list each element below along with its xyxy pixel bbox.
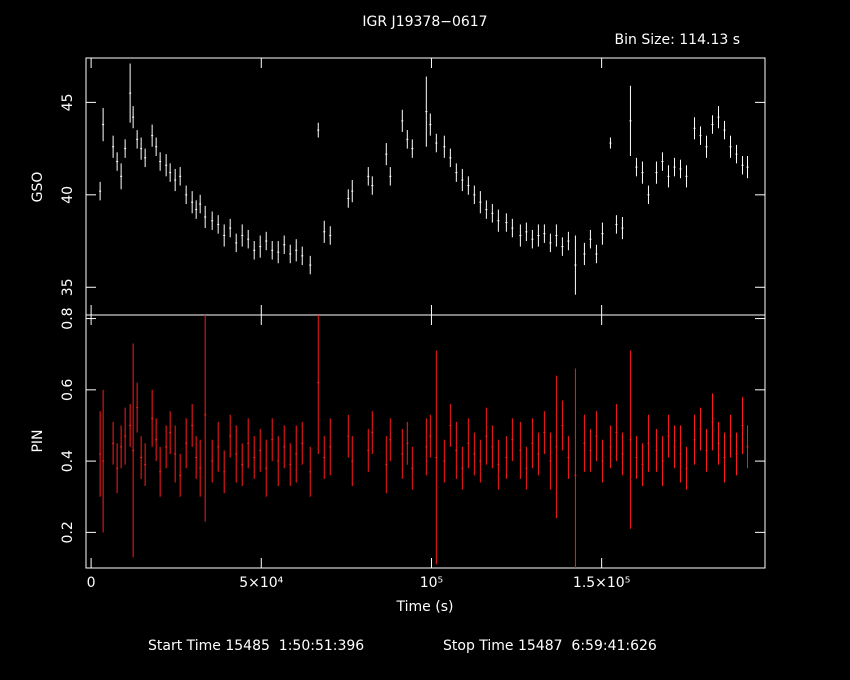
- x-tick-label: 10⁵: [420, 575, 443, 591]
- plot-frame: [85, 57, 766, 569]
- y-tick-label: 0.2: [60, 521, 76, 543]
- y-tick-label: 0.6: [60, 379, 76, 401]
- y-tick-label: 35: [60, 278, 76, 296]
- bin-size: Bin Size: 114.13 s: [615, 32, 740, 48]
- y-axis-label: GSO: [30, 172, 46, 203]
- y-tick-label: 0.8: [60, 307, 76, 329]
- data-group: [99, 315, 749, 568]
- x-axis-label: Time (s): [396, 599, 454, 615]
- y-axis-label: PIN: [30, 429, 46, 452]
- y-tick-label: 0.4: [60, 450, 76, 472]
- x-tick-label: 5×10⁴: [239, 575, 283, 591]
- start-time: Start Time 15485 1:50:51:396: [148, 638, 364, 654]
- chart-title: IGR J19378−0617: [362, 14, 487, 30]
- x-tick-label: 0: [87, 575, 96, 591]
- stop-time: Stop Time 15487 6:59:41:626: [443, 638, 657, 654]
- y-tick-label: 45: [60, 93, 76, 111]
- data-group: [99, 63, 749, 295]
- x-tick-label: 1.5×10⁵: [573, 575, 630, 591]
- y-tick-label: 40: [60, 186, 76, 204]
